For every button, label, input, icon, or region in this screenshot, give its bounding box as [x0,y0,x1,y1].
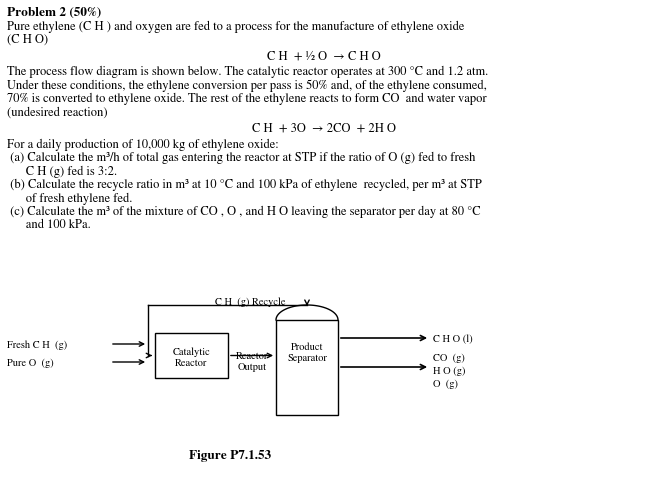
Text: Product: Product [291,342,323,352]
Text: and 100 kPa.: and 100 kPa. [7,220,91,231]
Text: C₂H₄(g) fed is 3:2.: C₂H₄(g) fed is 3:2. [7,166,117,178]
Text: Reactor: Reactor [236,351,268,361]
Text: Separator: Separator [287,353,327,363]
Text: C₂H₄O (l): C₂H₄O (l) [433,334,472,344]
Text: Pure O₂ (g): Pure O₂ (g) [7,358,54,368]
Text: Catalytic: Catalytic [173,347,210,357]
Text: (a) Calculate the m³/h of total gas entering the reactor at STP if the ratio of : (a) Calculate the m³/h of total gas ente… [7,152,475,164]
Text: Figure P7.1.53: Figure P7.1.53 [189,450,271,462]
Text: CO₂ (g): CO₂ (g) [433,353,465,363]
Text: Under these conditions, the ethylene conversion per pass is 50% and, of the ethy: Under these conditions, the ethylene con… [7,79,487,92]
Text: Fresh C₂H₄ (g): Fresh C₂H₄ (g) [7,340,67,349]
Text: (b) Calculate the recycle ratio in m³ at 10 °C and 100 kPa of ethylene  recycled: (b) Calculate the recycle ratio in m³ at… [7,179,482,191]
Text: Output: Output [238,363,267,372]
Text: (c) Calculate the m³ of the mixture of CO₂, O₂, and H₂O leaving the separator pe: (c) Calculate the m³ of the mixture of C… [7,206,481,218]
Text: C₂H₄ + ½ O₂ → C₂H₄O: C₂H₄ + ½ O₂ → C₂H₄O [267,50,381,62]
Text: Pure ethylene (C₂H₄) and oxygen are fed to a process for the manufacture of ethy: Pure ethylene (C₂H₄) and oxygen are fed … [7,20,465,33]
Text: H₂O (g): H₂O (g) [433,366,465,376]
Text: of fresh ethylene fed.: of fresh ethylene fed. [7,193,132,205]
Text: (undesired reaction): (undesired reaction) [7,106,108,118]
Text: Problem 2 (50%): Problem 2 (50%) [7,7,101,19]
Bar [155,333,228,378]
Text: (C₂H₄O): (C₂H₄O) [7,34,48,46]
Text: C₂H₄ + 3O₂ → 2CO₂ + 2H₂O: C₂H₄ + 3O₂ → 2CO₂ + 2H₂O [252,123,396,135]
Text: O₂ (g): O₂ (g) [433,379,458,389]
Text: For a daily production of 10,000 kg of ethylene oxide:: For a daily production of 10,000 kg of e… [7,138,279,151]
Text: C₂H₄ (g) Recycle: C₂H₄ (g) Recycle [215,297,286,307]
Text: 70% is converted to ethylene oxide. The rest of the ethylene reacts to form CO₂ : 70% is converted to ethylene oxide. The … [7,93,487,105]
Bar [276,320,338,415]
Text: Reactor: Reactor [175,358,208,368]
Text: The process flow diagram is shown below. The catalytic reactor operates at 300 °: The process flow diagram is shown below.… [7,66,488,78]
